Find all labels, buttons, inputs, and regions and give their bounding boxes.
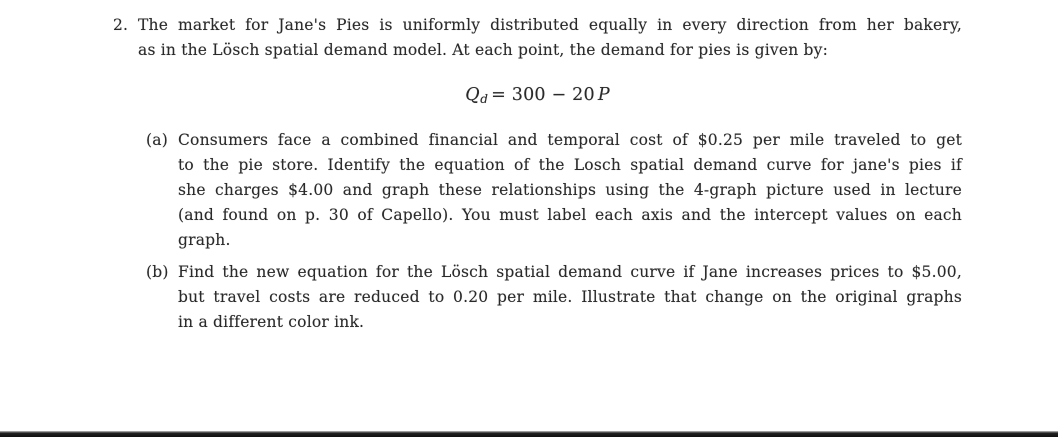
part-b-label: (b): [146, 263, 169, 281]
part-b-line: in a different color ink.: [178, 313, 365, 331]
part-a-line: to the pie store. Identify the equation …: [178, 156, 962, 174]
problem-intro-text: The market for Jane's Pies is uniformly …: [138, 13, 962, 63]
bottom-edge-bar: [0, 431, 1058, 437]
part-a-label: (a): [146, 131, 168, 149]
equation-subscript-d: d: [480, 92, 489, 106]
problem-part-b: (b) Find the new equation for the Lösch …: [146, 260, 962, 335]
equation-body: = 300 − 20: [491, 85, 595, 105]
intro-line: as in the Lösch spatial demand model. At…: [138, 41, 829, 59]
part-a-line: she charges $4.00 and graph these relati…: [178, 181, 962, 199]
part-b-text: Find the new equation for the Lösch spat…: [178, 260, 962, 335]
problem-block: 2. The market for Jane's Pies is uniform…: [113, 13, 962, 335]
problem-number: 2.: [113, 16, 129, 34]
part-a-line: (and found on p. 30 of Capello). You mus…: [178, 206, 962, 224]
equation-variable-q: Q: [465, 85, 480, 105]
equation-variable-p: P: [597, 85, 610, 105]
part-a-line: graph.: [178, 231, 231, 249]
part-b-line: but travel costs are reduced to 0.20 per…: [178, 288, 962, 306]
problem-intro: 2. The market for Jane's Pies is uniform…: [113, 13, 962, 63]
demand-equation: Qd = 300 − 20 P: [113, 85, 962, 106]
problem-part-a: (a) Consumers face a combined financial …: [146, 128, 962, 253]
part-a-line: Consumers face a combined financial and …: [178, 131, 962, 149]
part-a-text: Consumers face a combined financial and …: [178, 128, 962, 253]
intro-line: The market for Jane's Pies is uniformly …: [138, 16, 962, 34]
part-b-line: Find the new equation for the Lösch spat…: [178, 263, 962, 281]
